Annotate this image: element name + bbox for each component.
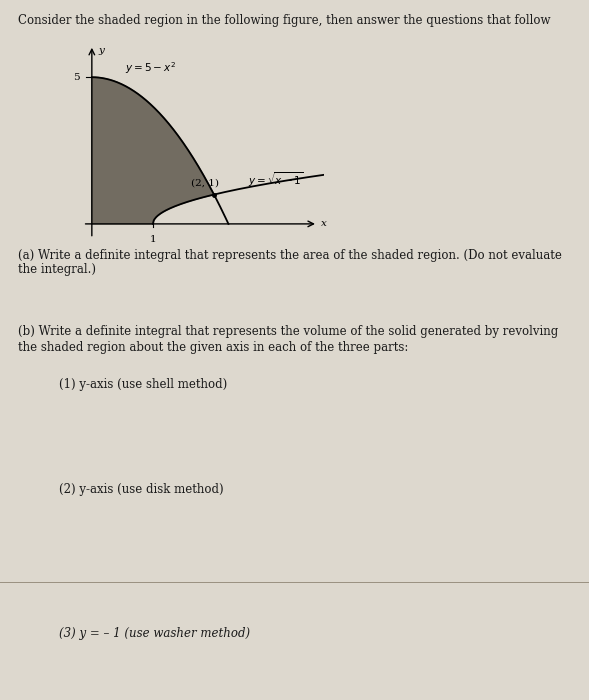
Text: Consider the shaded region in the following figure, then answer the questions th: Consider the shaded region in the follow… <box>18 14 550 27</box>
Text: 1: 1 <box>150 235 156 244</box>
FancyBboxPatch shape <box>0 582 589 700</box>
Text: (2, 1): (2, 1) <box>191 178 219 187</box>
Text: $y = \sqrt{x - 1}$: $y = \sqrt{x - 1}$ <box>247 171 303 189</box>
Text: (1) y-axis (use shell method): (1) y-axis (use shell method) <box>59 378 227 391</box>
Text: y: y <box>98 46 104 55</box>
Text: (a) Write a definite integral that represents the area of the shaded region. (Do: (a) Write a definite integral that repre… <box>18 248 561 276</box>
Text: (b) Write a definite integral that represents the volume of the solid generated : (b) Write a definite integral that repre… <box>18 326 558 354</box>
Text: (2) y-axis (use disk method): (2) y-axis (use disk method) <box>59 483 223 496</box>
FancyBboxPatch shape <box>0 0 589 582</box>
Polygon shape <box>92 77 214 224</box>
Text: 5: 5 <box>73 73 80 82</box>
Text: $y = 5 - x^2$: $y = 5 - x^2$ <box>125 60 176 76</box>
Text: x: x <box>321 219 327 228</box>
Text: (3) y = – 1 (use washer method): (3) y = – 1 (use washer method) <box>59 626 250 640</box>
